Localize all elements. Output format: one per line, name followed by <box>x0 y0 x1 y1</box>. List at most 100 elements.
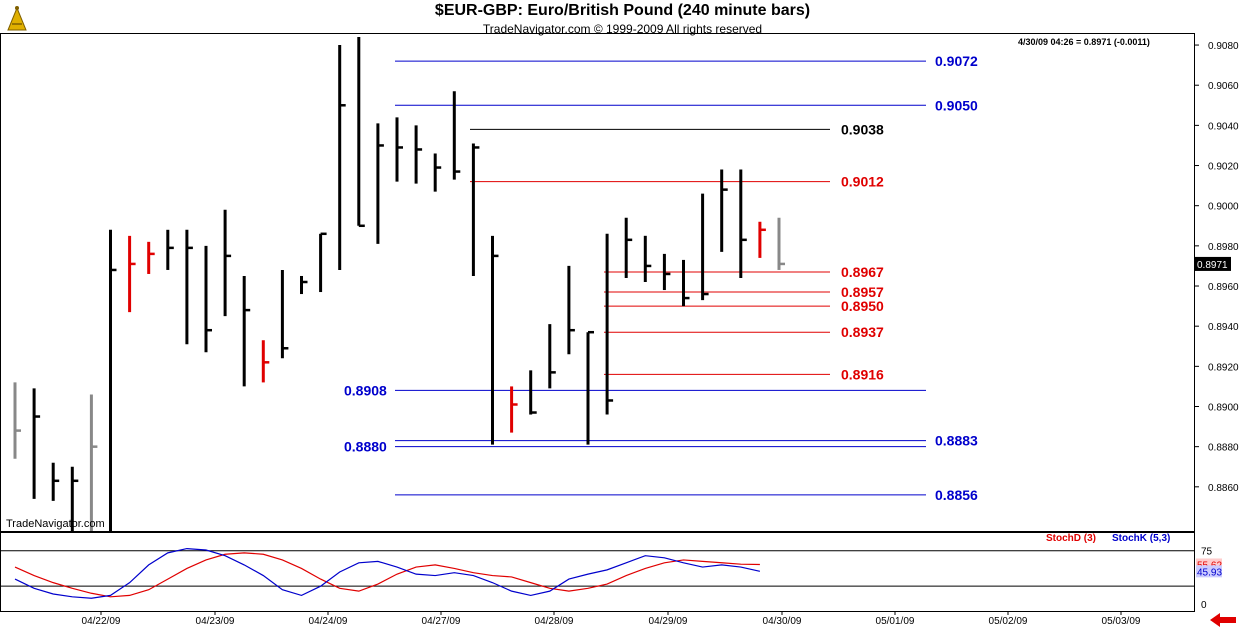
price-tick-label-0: 0.9080 <box>1208 41 1239 52</box>
stoch-series-1 <box>14 547 761 599</box>
ohlc-bar-17 <box>338 45 346 270</box>
ohlc-bar-22 <box>433 153 442 192</box>
chart-subtitle: TradeNavigator.com © 1999-2009 All right… <box>482 22 763 36</box>
ohlc-bar-15 <box>300 275 308 295</box>
ohlc-bar-34 <box>662 253 671 291</box>
date-tick-label-9: 05/03/09 <box>1102 616 1141 627</box>
date-tick-label-4: 04/28/09 <box>535 616 574 627</box>
ohlc-bar-7 <box>147 241 155 274</box>
ohlc-bar-37 <box>720 169 728 252</box>
ohlc-bar-27 <box>529 370 537 415</box>
ohlc-bar-10 <box>204 245 212 353</box>
stoch-tick-label-0: 75 <box>1201 547 1213 558</box>
stoch-value-label-1: 45.93 <box>1197 567 1222 578</box>
ohlc-bar-9 <box>185 229 193 345</box>
stochastic-panel: 75055.6245.93 <box>1 547 1222 611</box>
ohlc-bar-11 <box>223 209 232 317</box>
ohlc-bar-8 <box>166 229 174 270</box>
legend-stochk: StochK (5,3) <box>1112 533 1171 544</box>
price-panel-frame <box>0 33 1195 532</box>
stoch-panel-frame <box>0 532 1195 612</box>
level-label-0: 0.9072 <box>935 53 978 69</box>
ohlc-bar-35 <box>682 259 690 307</box>
level-label-10: 0.8883 <box>935 433 978 449</box>
level-label-7: 0.8937 <box>841 324 884 340</box>
ohlc-bar-19 <box>376 123 384 244</box>
ohlc-bar-0 <box>13 382 21 459</box>
date-tick-label-6: 04/30/09 <box>763 616 802 627</box>
price-tick-label-3: 0.9020 <box>1208 162 1239 173</box>
price-tick-label-8: 0.8920 <box>1208 362 1239 373</box>
date-tick-label-8: 05/02/09 <box>989 616 1028 627</box>
ohlc-bar-36 <box>701 193 709 301</box>
price-tick-label-9: 0.8900 <box>1208 403 1239 414</box>
ohlc-bar-30 <box>586 330 594 445</box>
level-label-9: 0.8908 <box>344 382 387 398</box>
trade-navigator-logo-icon <box>7 6 27 31</box>
date-tick-label-3: 04/27/09 <box>422 616 461 627</box>
date-tick-label-0: 04/22/09 <box>82 616 121 627</box>
ohlc-bar-39 <box>758 221 766 258</box>
ohlc-bar-14 <box>280 269 289 359</box>
ohlc-bar-5 <box>109 229 117 531</box>
ohlc-bar-26 <box>510 386 518 433</box>
price-tick-label-4: 0.9000 <box>1208 202 1239 213</box>
ohlc-bar-6 <box>128 235 136 313</box>
ohlc-bar-3 <box>70 466 79 531</box>
ohlc-bar-29 <box>567 265 575 355</box>
price-tick-label-5: 0.8980 <box>1208 242 1239 253</box>
ohlc-bar-24 <box>471 143 480 276</box>
date-tick-label-7: 05/01/09 <box>876 616 915 627</box>
ohlc-bar-1 <box>32 388 41 499</box>
ohlc-bar-33 <box>643 235 652 282</box>
ohlc-bar-40 <box>777 217 785 270</box>
price-tick-label-2: 0.9040 <box>1208 121 1239 132</box>
ohlc-bar-31 <box>605 233 614 415</box>
current-price-box <box>1195 256 1231 271</box>
date-tick-label-2: 04/24/09 <box>309 616 348 627</box>
ohlc-bar-16 <box>319 232 327 293</box>
price-tick-label-1: 0.9060 <box>1208 81 1239 92</box>
legend-stochd: StochD (3) <box>1046 533 1096 544</box>
date-tick-label-1: 04/23/09 <box>196 616 235 627</box>
level-label-4: 0.8967 <box>841 264 884 280</box>
price-axis: 0.9080 0.9060 0.9040 0.9020 0.9000 0.8980 0.89… <box>1194 41 1239 494</box>
level-lines: 0.90720.90500.90380.90120.89670.89570.89… <box>344 53 978 503</box>
stoch-value-box-1 <box>1196 565 1222 578</box>
ohlc-bar-32 <box>624 217 633 278</box>
level-label-8: 0.8916 <box>841 366 884 382</box>
level-label-6: 0.8950 <box>841 298 884 314</box>
ohlc-bar-38 <box>739 169 747 278</box>
price-tick-label-10: 0.8880 <box>1208 443 1239 454</box>
scroll-left-arrow-icon[interactable] <box>1208 612 1238 628</box>
ohlc-bars <box>13 37 785 531</box>
date-tick-label-5: 04/29/09 <box>649 616 688 627</box>
ohlc-bar-18 <box>357 37 365 228</box>
ohlc-bar-23 <box>452 91 461 180</box>
ohlc-bar-20 <box>395 117 403 182</box>
ohlc-bar-2 <box>51 462 60 501</box>
level-label-5: 0.8957 <box>841 284 884 300</box>
ohlc-bar-28 <box>548 324 556 389</box>
level-label-3: 0.9012 <box>841 174 884 190</box>
level-label-2: 0.9038 <box>841 121 884 137</box>
level-label-11: 0.8880 <box>344 439 387 455</box>
current-price-label: 0.8971 <box>1197 260 1228 271</box>
level-label-1: 0.9050 <box>935 97 978 113</box>
price-tick-label-7: 0.8940 <box>1208 322 1239 333</box>
date-axis: 04/22/09 04/23/09 04/24/09 04/27/09 04/28/09… <box>82 611 1141 627</box>
chart-title: $EUR-GBP: Euro/British Pound (240 minute… <box>434 2 811 19</box>
last-price-readout: 4/30/09 04:26 = 0.8971 (-0.0011) <box>1018 37 1150 47</box>
ohlc-bar-25 <box>491 235 499 445</box>
level-label-12: 0.8856 <box>935 487 978 503</box>
stoch-series-0 <box>14 552 760 598</box>
price-tick-label-6: 0.8960 <box>1208 282 1239 293</box>
ohlc-bar-4 <box>89 394 98 531</box>
price-tick-label-11: 0.8860 <box>1208 483 1239 494</box>
watermark: TradeNavigator.com <box>6 518 105 530</box>
ohlc-bar-13 <box>261 340 270 383</box>
stoch-tick-label-1: 0 <box>1201 600 1207 611</box>
ohlc-bar-12 <box>242 275 251 387</box>
